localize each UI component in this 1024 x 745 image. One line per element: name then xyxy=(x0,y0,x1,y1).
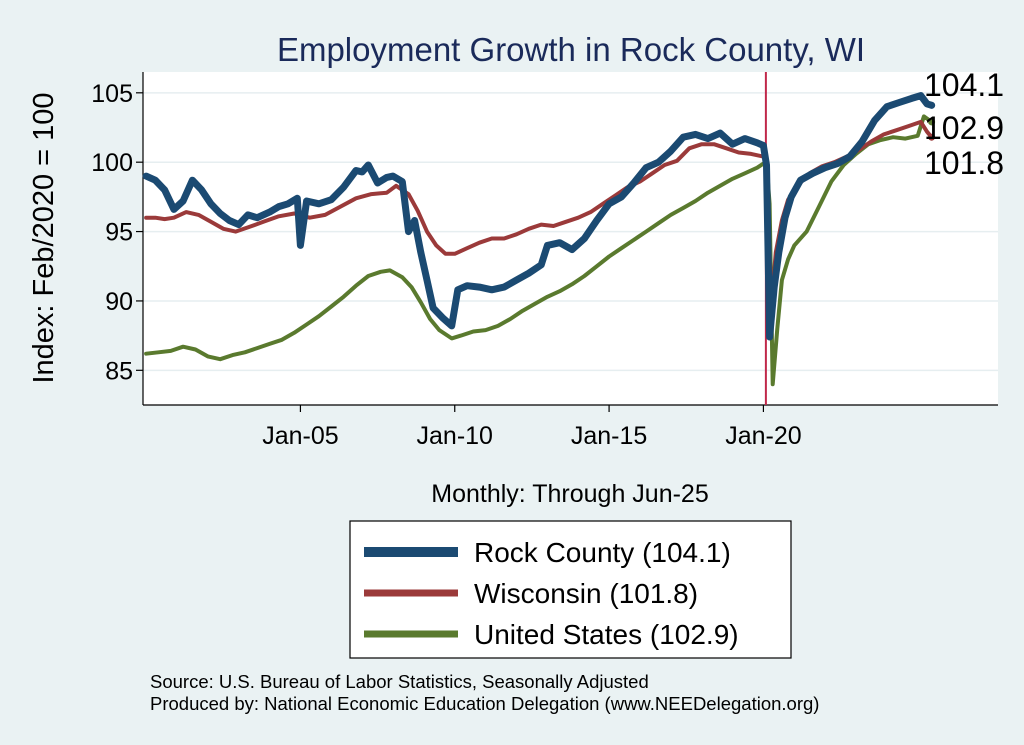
chart-title: Employment Growth in Rock County, WI xyxy=(277,31,865,68)
x-axis-title: Monthly: Through Jun-25 xyxy=(431,480,708,508)
y-ticks: 85 90 95 100 105 xyxy=(91,80,143,385)
series-line-2 xyxy=(144,114,934,387)
series-end-point-2 xyxy=(928,118,936,126)
y-tick-label-90: 90 xyxy=(105,288,133,316)
end-label-0: 104.1 xyxy=(924,67,1004,103)
y-tick-label-105: 105 xyxy=(91,80,133,108)
legend-label-2: United States (102.9) xyxy=(474,619,739,650)
x-ticks: Jan-05 Jan-10 Jan-15 Jan-20 xyxy=(262,405,802,450)
x-tick-label-Jan-05: Jan-05 xyxy=(262,422,338,450)
y-tick-label-85: 85 xyxy=(105,357,133,385)
legend-label-0: Rock County (104.1) xyxy=(474,537,731,568)
produced-by-note: Produced by: National Economic Education… xyxy=(150,693,819,714)
legend-label-1: Wisconsin (101.8) xyxy=(474,578,698,609)
end-label-2: 102.9 xyxy=(924,110,1004,146)
series-group xyxy=(142,92,936,387)
series-end-point-1 xyxy=(928,133,936,141)
legend-items: Rock County (104.1) Wisconsin (101.8) Unit… xyxy=(364,537,739,650)
x-tick-label-Jan-20: Jan-20 xyxy=(725,422,801,450)
y-tick-label-100: 100 xyxy=(91,149,133,177)
source-note: Source: U.S. Bureau of Labor Statistics,… xyxy=(150,671,649,692)
legend: Rock County (104.1) Wisconsin (101.8) Unit… xyxy=(349,520,792,659)
end-label-1: 101.8 xyxy=(924,145,1004,181)
y-axis-title: Index: Feb/2020 = 100 xyxy=(28,92,60,383)
y-tick-label-95: 95 xyxy=(105,219,133,247)
series-line-0 xyxy=(142,92,936,341)
plot-area xyxy=(143,72,998,405)
series-end-point-0 xyxy=(928,101,936,109)
x-tick-label-Jan-15: Jan-15 xyxy=(571,422,647,450)
x-tick-label-Jan-10: Jan-10 xyxy=(417,422,493,450)
grid-lines xyxy=(143,92,998,372)
